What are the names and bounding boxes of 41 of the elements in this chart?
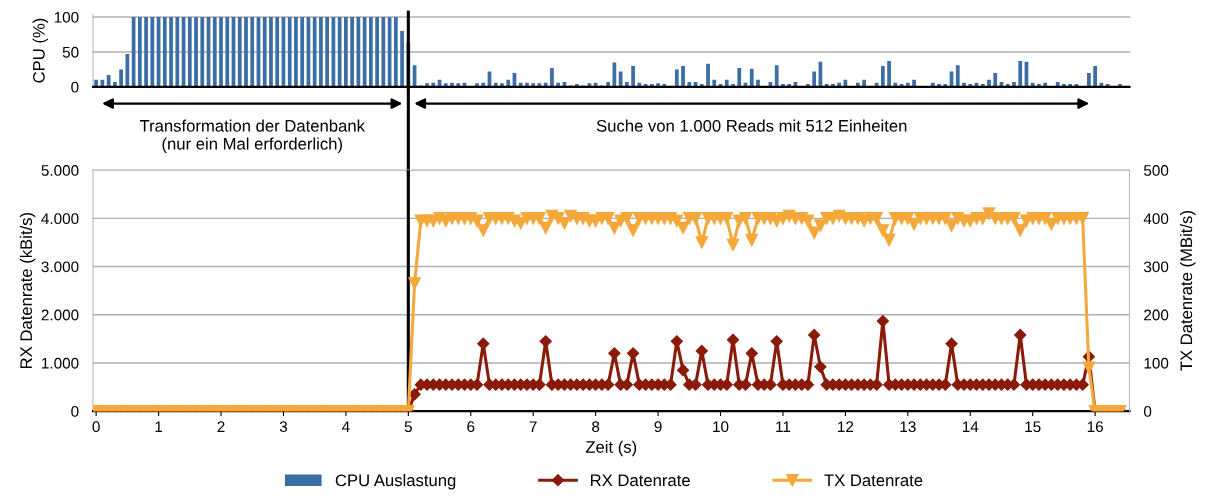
y2-tick-label: 200 — [1144, 309, 1169, 321]
x-tick-label: 0 — [92, 421, 100, 433]
x-tick-label: 11 — [776, 421, 791, 432]
x-axis-title: Zeit (s) — [585, 440, 637, 457]
y2-tick-label: 0 — [1143, 406, 1152, 417]
legend-label: TX Datenrate — [824, 474, 923, 487]
y-axis-title: RX Datenrate (kBit/s) — [19, 212, 36, 369]
y-tick-label: 0 — [71, 406, 79, 417]
x-tick-label: 2 — [217, 421, 225, 432]
x-tick-label: 16 — [1087, 421, 1103, 433]
x-tick-label: 3 — [279, 421, 288, 433]
x-tick-label: 4 — [341, 421, 350, 432]
x-tick-label: 8 — [592, 421, 600, 433]
y-axis-title: CPU (%) — [32, 18, 49, 83]
y-tick-label: 0 — [71, 81, 79, 93]
x-tick-label: 10 — [713, 421, 729, 433]
y-tick-label: 2.000 — [41, 309, 79, 321]
y2-tick-label: 400 — [1143, 213, 1169, 225]
x-tick-label: 12 — [838, 421, 854, 432]
x-tick-label: 14 — [962, 421, 979, 432]
x-tick-label: 7 — [529, 421, 537, 432]
legend-label: RX Datenrate — [591, 474, 690, 487]
y-tick-label: 50 — [62, 46, 79, 58]
y-tick-label: 5.000 — [41, 165, 79, 176]
y-tick-label: 4.000 — [41, 213, 79, 225]
x-tick-label: 5 — [404, 421, 412, 433]
x-tick-label: 1 — [155, 421, 163, 432]
legend-label: CPU Auslastung — [335, 473, 456, 490]
y2-tick-label: 500 — [1143, 165, 1169, 176]
y2-axis-title: TX Datenrate (MBit/s) — [1179, 211, 1196, 371]
y-tick-label: 1.000 — [42, 357, 79, 369]
x-tick-label: 6 — [467, 421, 475, 433]
y-tick-label: 3.000 — [41, 261, 79, 273]
y-tick-label: 100 — [54, 11, 79, 23]
text: Transformation der Datenbank (nur ein Mal erforderlich) — [139, 119, 365, 153]
x-tick-label: 13 — [900, 421, 916, 433]
x-tick-label: 15 — [1025, 421, 1041, 433]
y2-tick-label: 300 — [1143, 261, 1169, 273]
text: Suche von 1.000 Reads mit 512 Einheiten — [596, 119, 907, 132]
x-tick-label: 9 — [654, 421, 662, 433]
y2-tick-label: 100 — [1144, 357, 1169, 369]
